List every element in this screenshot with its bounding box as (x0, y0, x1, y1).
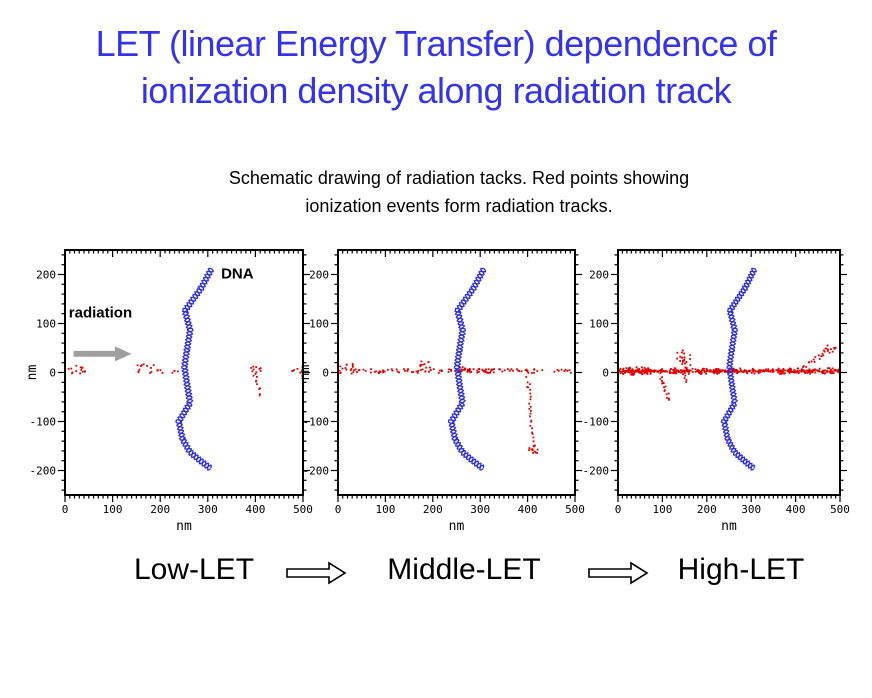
slide-title-line2: ionization density along radiation track (140, 70, 732, 111)
x-axis-label: nm (721, 519, 737, 534)
ionization-points (338, 360, 572, 454)
svg-text:400: 400 (786, 503, 806, 516)
x-axis-label: nm (176, 519, 192, 534)
axis-ticks (58, 250, 310, 502)
svg-text:100: 100 (309, 318, 329, 331)
label-middle-let: Middle-LET (387, 553, 541, 586)
svg-text:0: 0 (602, 367, 609, 380)
label-low-let: Low-LET (133, 553, 255, 586)
svg-text:400: 400 (245, 503, 265, 516)
svg-text:0: 0 (615, 503, 622, 516)
tick-labels: 0 100 200 300 400 500 -200 -100 0 100 200 (583, 269, 850, 517)
plot-low-let: 0 100 200 300 400 500 -200 -100 0 100 200 nm nm DNA ra… (27, 249, 313, 534)
svg-text:-200: -200 (30, 465, 57, 478)
tick-labels: 0 100 200 300 400 500 -200 -100 0 100 200 (30, 269, 313, 517)
svg-text:200: 200 (589, 269, 609, 282)
axis-ticks (331, 250, 582, 502)
svg-text:500: 500 (293, 503, 313, 516)
svg-text:-100: -100 (30, 416, 57, 429)
svg-text:0: 0 (62, 503, 69, 516)
ionization-points (617, 344, 841, 401)
svg-text:0: 0 (322, 367, 329, 380)
plot-high-let: 0 100 200 300 400 500 -200 -100 0 100 200 nm (583, 249, 850, 534)
svg-text:200: 200 (423, 503, 443, 516)
svg-text:300: 300 (470, 503, 490, 516)
svg-text:400: 400 (518, 503, 538, 516)
ionization-points (67, 363, 303, 397)
svg-text:100: 100 (589, 318, 609, 331)
slide-subtitle-line2: ionization events form radiation tracks. (305, 196, 613, 216)
svg-text:100: 100 (103, 503, 123, 516)
svg-text:200: 200 (36, 269, 56, 282)
tick-labels: 0 100 200 300 400 500 -200 -100 0 100 200 (303, 269, 585, 517)
svg-text:0: 0 (335, 503, 342, 516)
flow-arrow-icon (286, 561, 347, 585)
slide-subtitle-line1: Schematic drawing of radiation tacks. Re… (228, 168, 690, 188)
axis-ticks (611, 250, 847, 502)
svg-text:200: 200 (697, 503, 717, 516)
annotation-dna: DNA (221, 265, 254, 282)
svg-text:100: 100 (652, 503, 672, 516)
svg-text:-200: -200 (303, 465, 330, 478)
svg-text:500: 500 (565, 503, 585, 516)
flow-arrow-icon (588, 561, 649, 585)
dna-helix (720, 267, 757, 471)
svg-text:-100: -100 (303, 416, 330, 429)
y-axis-label: nm (300, 365, 313, 381)
y-axis-label: nm (27, 365, 40, 381)
dna-helix (175, 267, 214, 471)
svg-text:200: 200 (309, 269, 329, 282)
label-high-let: High-LET (677, 553, 805, 586)
plot-middle-let: 0 100 200 300 400 500 -200 -100 0 100 200 nm nm (300, 249, 585, 534)
radiation-arrow-icon (73, 346, 132, 362)
svg-text:300: 300 (198, 503, 218, 516)
svg-text:200: 200 (150, 503, 170, 516)
slide-title-line1: LET (linear Energy Transfer) dependence … (95, 23, 777, 64)
svg-text:500: 500 (830, 503, 850, 516)
svg-text:300: 300 (741, 503, 761, 516)
svg-text:100: 100 (375, 503, 395, 516)
x-axis-label: nm (449, 519, 465, 534)
svg-text:0: 0 (49, 367, 56, 380)
svg-text:-100: -100 (583, 416, 610, 429)
slide-title: LET (linear Energy Transfer) dependence … (0, 20, 872, 114)
dna-helix (447, 267, 487, 471)
annotation-radiation: radiation (69, 305, 132, 322)
svg-text:100: 100 (36, 318, 56, 331)
slide-subtitle: Schematic drawing of radiation tacks. Re… (23, 164, 872, 220)
svg-text:-200: -200 (583, 465, 610, 478)
